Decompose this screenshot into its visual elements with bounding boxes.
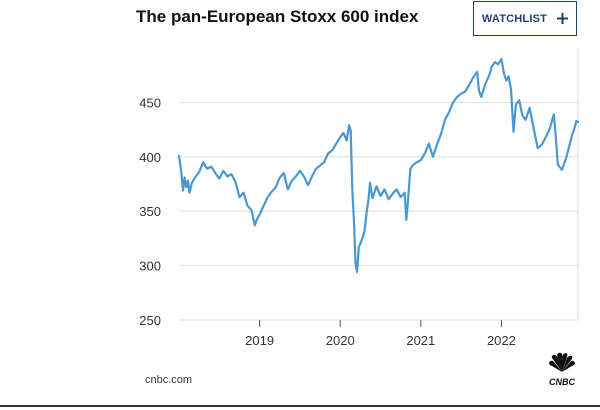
page-title: The pan-European Stoxx 600 index xyxy=(136,7,419,26)
plus-icon xyxy=(557,13,569,24)
x-tick-label-2021: 2021 xyxy=(406,333,435,348)
y-tick-label-400: 400 xyxy=(139,150,161,165)
series-line-0 xyxy=(177,57,580,274)
cnbc-peacock-logo: CNBC xyxy=(549,352,575,387)
cnbc-logo-text: CNBC xyxy=(549,377,575,387)
y-tick-label-450: 450 xyxy=(139,95,161,110)
x-tick-label-2019: 2019 xyxy=(245,333,274,348)
y-tick-label-300: 300 xyxy=(139,259,161,274)
watchlist-label: WATCHLIST xyxy=(481,12,548,25)
source-credit: cnbc.com xyxy=(145,374,193,386)
y-tick-label-350: 350 xyxy=(139,204,161,219)
x-tick-label-2020: 2020 xyxy=(326,333,355,348)
x-tick-label-2022: 2022 xyxy=(487,333,516,348)
bottom-rule xyxy=(0,405,600,407)
y-tick-label-250: 250 xyxy=(139,313,161,328)
watchlist-button[interactable]: WATCHLIST xyxy=(473,1,577,36)
